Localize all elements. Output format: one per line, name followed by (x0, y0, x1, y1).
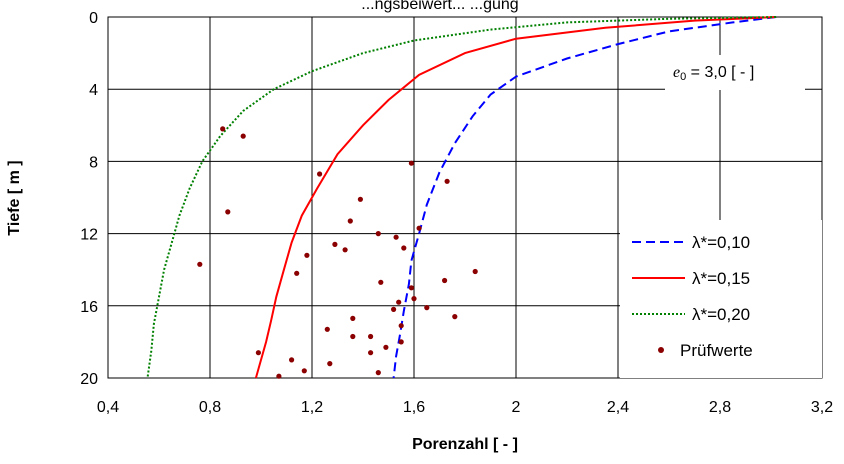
scatter-point (442, 277, 448, 284)
annotation-box (665, 55, 805, 90)
scatter-point (452, 314, 458, 320)
scatter-point (368, 350, 374, 356)
scatter-point (294, 270, 300, 276)
legend-label-3: λ*=0,20 (692, 305, 750, 324)
x-tick-label: 0,8 (199, 399, 221, 416)
annotation-value: = 3,0 [ - ] (686, 64, 754, 81)
scatter-point (393, 234, 399, 240)
y-axis-label: Tiefe [ m ] (6, 160, 23, 235)
y-tick-label: 0 (89, 10, 98, 27)
legend-swatch-scatter (658, 347, 664, 353)
y-tick-label: 8 (89, 154, 98, 171)
scatter-point (317, 171, 323, 177)
legend-label-scatter: Prüfwerte (680, 341, 753, 360)
plot-frame (107, 16, 823, 379)
scatter-point (332, 241, 338, 247)
scatter-point (416, 225, 422, 231)
scatter-point (444, 178, 450, 184)
scatter-point (301, 368, 307, 374)
scatter-point (391, 306, 397, 312)
annotation-text: e0 = 3,0 [ - ] (673, 64, 754, 83)
scatter-point (472, 268, 478, 275)
scatter-point (240, 133, 246, 139)
scatter-point (304, 252, 310, 258)
scatter-points (197, 126, 478, 379)
scatter-point (327, 361, 333, 367)
scatter-point (350, 333, 356, 340)
x-tick-label: 3,2 (811, 399, 833, 416)
scatter-point (401, 245, 407, 251)
scatter-point (378, 279, 384, 285)
scatter-point (255, 350, 261, 356)
scatter-point (220, 126, 226, 132)
annotation-e: e (673, 64, 680, 81)
legend-box (620, 220, 822, 378)
y-tick-label: 20 (80, 371, 98, 388)
scatter-point (383, 344, 389, 350)
legend-label-2: λ*=0,15 (692, 269, 750, 288)
e0-annotation: e0 = 3,0 [ - ] (665, 55, 805, 90)
x-tick-label: 2,4 (607, 399, 629, 416)
scatter-point (424, 305, 430, 311)
legend-label-1: λ*=0,10 (692, 233, 750, 252)
scatter-point (368, 333, 374, 340)
scatter-point (408, 160, 414, 166)
scatter-point (408, 285, 414, 291)
scatter-point (375, 231, 381, 237)
x-axis-label: Porenzahl [ - ] (412, 436, 518, 453)
chart-title-partial: ...ngsbeiwert... ...gung (361, 0, 518, 13)
y-tick-label: 4 (89, 82, 98, 99)
scatter-point (324, 326, 330, 332)
scatter-point (411, 296, 417, 302)
scatter-point (398, 339, 404, 345)
tick-labels: 0,4 0,8 1,2 1,6 2 2,4 2,8 3,2 0 4 8 12 16 20 (80, 10, 833, 416)
x-tick-label: 0,4 (97, 399, 119, 416)
scatter-point (350, 315, 356, 321)
legend: λ*=0,10 λ*=0,15 λ*=0,20 Prüfwerte (620, 220, 822, 378)
scatter-point (276, 373, 282, 379)
scatter-point (342, 247, 348, 253)
annotation-sub: 0 (680, 71, 686, 83)
scatter-point (197, 261, 203, 267)
scatter-point (375, 370, 381, 376)
scatter-point (289, 357, 295, 363)
scatter-point (357, 196, 363, 202)
series-lines (146, 16, 777, 379)
scatter-point (396, 299, 402, 305)
x-tick-label: 2 (512, 399, 521, 416)
scatter-point (347, 218, 353, 224)
y-tick-label: 16 (80, 299, 98, 316)
x-tick-label: 1,2 (301, 399, 323, 416)
x-tick-label: 2,8 (709, 399, 731, 416)
y-tick-label: 12 (80, 227, 98, 244)
series-line-2 (254, 16, 777, 379)
scatter-point (398, 323, 404, 329)
series-line-1 (392, 16, 777, 379)
scatter-point (225, 209, 231, 215)
series-line-3 (146, 16, 777, 379)
x-tick-label: 1,6 (403, 399, 425, 416)
